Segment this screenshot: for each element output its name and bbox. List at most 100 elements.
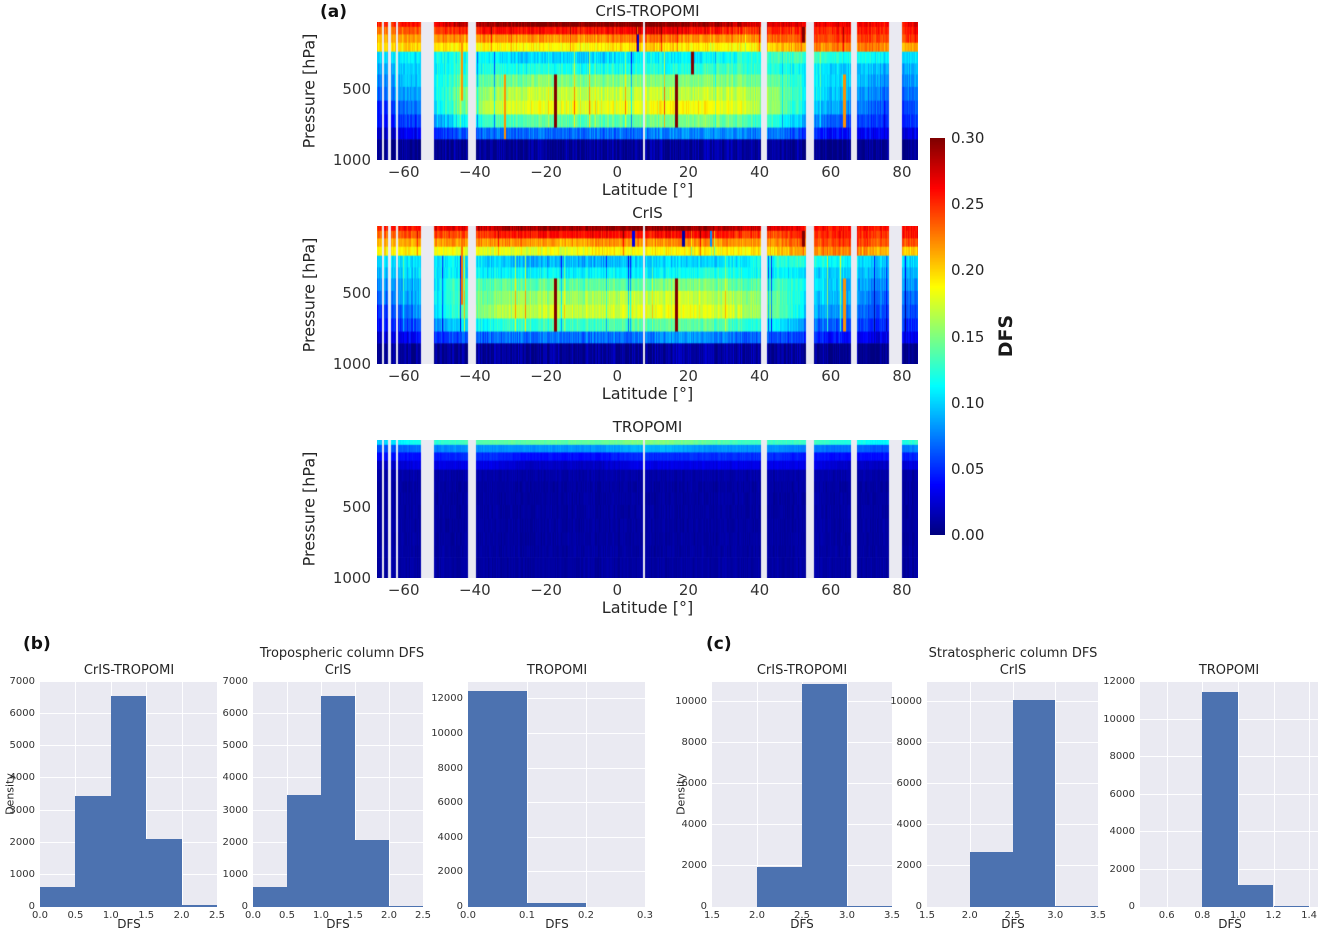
y-tick-label: 4000 [1109, 826, 1135, 837]
dfs-axis-label: DFS [117, 917, 141, 931]
colorbar-tick-label: 0.25 [951, 195, 985, 214]
y-tick-label: 0 [1128, 901, 1135, 912]
x-tick-label: −60 [387, 581, 420, 599]
x-tick-label: −20 [530, 163, 562, 181]
y-tick-label: 0 [915, 901, 922, 912]
y-tick-label: 2000 [222, 836, 248, 848]
histogram-plot-strat-tropomi [1140, 681, 1318, 907]
x-tick-label: 2.5 [209, 910, 225, 921]
gridline [757, 682, 758, 907]
x-tick-label: 3.0 [1047, 910, 1064, 921]
gridline [468, 836, 645, 838]
gridline [586, 682, 587, 907]
colorbar-tick-label: 0.05 [951, 459, 985, 478]
y-tick-label: 4000 [222, 772, 248, 784]
histogram-bar [253, 887, 287, 907]
histogram-bar [40, 887, 76, 907]
x-tick-label: 60 [821, 367, 841, 385]
x-tick-label: 1.0 [313, 910, 329, 921]
y-tick-label: 6000 [9, 708, 35, 720]
x-tick-label: 0.8 [1194, 910, 1211, 921]
histogram-plot-strat-cris [927, 682, 1098, 907]
y-tick-label: 10000 [1103, 713, 1135, 725]
x-tick-label: 40 [750, 581, 770, 599]
y-tick-label: 1000 [332, 569, 371, 587]
gridline [468, 767, 645, 769]
x-tick-label: 2.0 [173, 910, 190, 921]
gridline [468, 698, 645, 700]
y-tick-label: 0 [241, 901, 248, 912]
x-tick-label: 0.0 [245, 910, 261, 921]
x-tick-label: −40 [459, 367, 491, 385]
x-tick-label: 1.5 [138, 910, 155, 921]
histogram-bar [389, 905, 423, 907]
histogram-plot-strat-cris-tropomi [712, 682, 892, 907]
histogram-bar [75, 796, 111, 907]
y-tick-label: 1000 [332, 151, 371, 169]
latitude-axis-label: Latitude [°] [601, 180, 694, 199]
y-tick-label: 2000 [9, 836, 35, 848]
x-tick-label: −40 [459, 581, 491, 599]
x-tick-label: 60 [821, 581, 841, 599]
x-tick-label: 20 [678, 581, 698, 599]
x-tick-label: −20 [530, 581, 562, 599]
suptitle-tropospheric-column-dfs: Tropospheric column DFS [259, 646, 425, 661]
y-tick-label: 8000 [1109, 751, 1135, 762]
y-tick-label: 5000 [222, 740, 248, 752]
x-tick-label: 20 [678, 367, 698, 385]
heatmap-canvas-tropomi [377, 440, 918, 578]
gridline [969, 682, 971, 907]
y-tick-label: 6000 [896, 778, 922, 790]
y-tick-label: 3000 [9, 804, 35, 816]
x-tick-label: 1.5 [347, 910, 363, 921]
y-tick-label: 1000 [332, 355, 371, 373]
gridline [181, 682, 183, 907]
histogram-bar [757, 867, 802, 907]
colorbar-tick-label: 0.30 [951, 129, 985, 147]
gridline [146, 682, 148, 907]
dfs-axis-label: DFS [326, 917, 350, 931]
y-tick-label: 8000 [896, 737, 922, 749]
histogram-title: TROPOMI [1198, 663, 1260, 678]
histogram-bar [355, 840, 389, 907]
gridline [1055, 682, 1057, 907]
x-tick-label: 80 [892, 581, 912, 599]
x-tick-label: 0 [612, 163, 622, 181]
x-tick-label: 3.5 [1090, 910, 1106, 921]
histogram-bar [847, 905, 892, 907]
histogram-bar [1012, 700, 1056, 907]
gridline [1273, 682, 1275, 907]
panel-a-label: (a) [320, 2, 348, 22]
y-tick-label: 8000 [681, 737, 707, 749]
histogram-bar [969, 851, 1013, 907]
x-tick-label: 1.5 [919, 910, 935, 921]
colorbar-tick-label: 0.15 [951, 327, 985, 346]
gridline [1309, 682, 1311, 907]
y-tick-label: 4000 [896, 819, 922, 831]
histogram-bar [1055, 905, 1098, 907]
gridline [389, 682, 390, 907]
y-tick-label: 10000 [675, 696, 707, 708]
y-tick-label: 500 [342, 284, 371, 303]
histogram-bar [1237, 884, 1274, 907]
x-tick-label: 80 [892, 163, 912, 181]
x-tick-label: 0.1 [519, 910, 535, 921]
y-tick-label: 4000 [437, 831, 463, 843]
histogram-plot-trop-cris-tropomi [40, 681, 217, 907]
histogram-title: CrIS [999, 663, 1027, 678]
y-tick-label: 2000 [437, 866, 463, 878]
y-tick-label: 4000 [681, 819, 707, 831]
dfs-axis-label: DFS [1218, 917, 1242, 931]
y-tick-label: 500 [342, 80, 371, 99]
x-tick-label: 0.5 [279, 910, 295, 921]
x-tick-label: 40 [750, 163, 770, 181]
colorbar-tick-label: 0.10 [951, 393, 985, 412]
gridline [1140, 681, 1318, 682]
gridline [40, 681, 217, 682]
histogram-bar [802, 684, 847, 907]
heatmap-canvas-cris [377, 226, 918, 364]
x-tick-label: −60 [387, 367, 420, 385]
y-tick-label: 6000 [437, 797, 463, 809]
histogram-plot-trop-cris [253, 681, 423, 907]
